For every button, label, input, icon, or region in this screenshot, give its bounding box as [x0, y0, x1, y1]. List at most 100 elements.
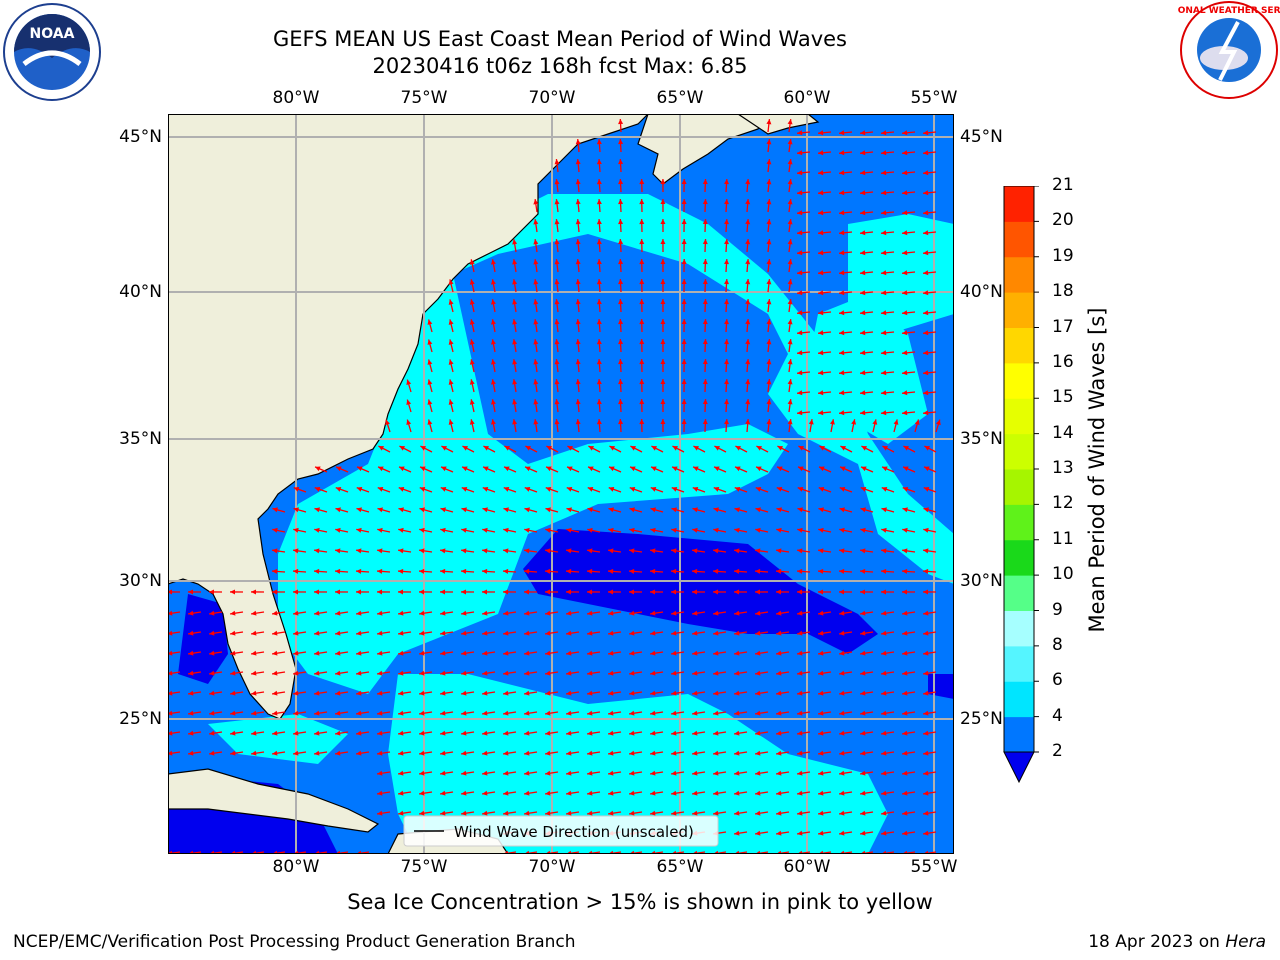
wind-arrowhead	[881, 507, 887, 513]
wind-arrowhead	[588, 446, 595, 451]
wind-arrowhead	[209, 670, 215, 676]
wind-arrowhead	[839, 410, 845, 416]
colorbar-tick-label: 6	[1052, 670, 1063, 691]
wind-arrowhead	[839, 290, 845, 296]
wind-arrowhead	[839, 190, 845, 196]
wind-arrowhead	[881, 270, 887, 276]
wind-arrowhead	[777, 446, 784, 451]
wind-arrowhead	[734, 770, 740, 776]
wind-arrowhead	[461, 770, 467, 776]
wind-arrowhead	[314, 750, 320, 756]
wind-arrowhead	[314, 610, 320, 616]
wind-arrowhead	[469, 379, 475, 385]
wind-arrowhead	[596, 419, 602, 425]
wind-arrowhead	[671, 527, 677, 533]
wind-arrowhead	[448, 379, 454, 385]
colorbar-band	[1004, 398, 1034, 435]
wind-arrowhead	[902, 790, 908, 796]
wind-arrowhead	[406, 419, 412, 426]
wind-arrowhead	[314, 548, 320, 554]
wind-arrowhead	[776, 670, 782, 676]
wind-arrowhead	[512, 319, 518, 325]
wind-arrowhead	[798, 446, 805, 451]
wind-arrowhead	[482, 610, 488, 616]
wind-arrowhead	[461, 670, 467, 676]
wind-arrowhead	[724, 239, 730, 245]
wind-arrowhead	[660, 399, 666, 405]
wind-arrowhead	[272, 670, 278, 676]
ocean-light-region-4	[808, 294, 928, 444]
wind-arrowhead	[818, 486, 825, 492]
wind-arrowhead	[639, 319, 645, 325]
wind-arrowhead	[545, 507, 551, 513]
wind-arrowhead	[660, 379, 666, 385]
wind-arrowhead	[398, 650, 404, 656]
wind-arrowhead	[566, 630, 572, 636]
wind-arrowhead	[651, 446, 658, 451]
wind-arrowhead	[651, 466, 657, 472]
wind-arrowhead	[713, 770, 719, 776]
wind-arrowhead	[923, 210, 929, 216]
wind-arrowhead	[902, 310, 908, 316]
wind-arrowhead	[818, 730, 824, 736]
wind-arrowhead	[440, 750, 446, 756]
wind-arrowhead	[461, 610, 467, 616]
wind-arrowhead	[461, 790, 467, 796]
wind-arrowhead	[482, 690, 488, 696]
wind-arrowhead	[639, 259, 645, 265]
wind-arrowhead	[734, 830, 740, 836]
wind-arrowhead	[524, 610, 530, 616]
wind-arrowhead	[461, 690, 467, 696]
wind-arrowhead	[650, 630, 656, 636]
wind-arrowhead	[462, 446, 469, 451]
wind-arrowhead	[440, 527, 446, 533]
wind-arrowhead	[923, 568, 929, 574]
wind-arrowhead	[251, 610, 257, 616]
wind-arrowhead	[314, 568, 320, 574]
colorbar-band	[1004, 433, 1034, 470]
wind-arrowhead	[639, 299, 645, 305]
wind-arrowhead	[881, 670, 887, 676]
wind-arrowhead	[524, 507, 530, 513]
wind-arrowhead	[713, 548, 719, 554]
wind-arrowhead	[766, 339, 772, 345]
wind-arrowhead	[608, 527, 614, 533]
wind-arrowhead	[660, 319, 666, 325]
wind-arrowhead	[398, 568, 404, 574]
wind-arrowhead	[692, 790, 698, 796]
land-north-america	[168, 114, 649, 720]
wind-arrowhead	[398, 690, 404, 696]
wind-arrowhead	[692, 486, 699, 492]
wind-arrowhead	[681, 379, 687, 385]
wind-arrowhead	[440, 810, 446, 816]
wind-arrowhead	[724, 219, 730, 225]
wind-arrowhead	[504, 446, 511, 451]
wind-arrowhead	[629, 730, 635, 736]
wind-arrowhead	[734, 750, 740, 756]
wind-arrowhead	[608, 810, 614, 816]
wind-arrowhead	[608, 568, 614, 574]
wind-arrowhead	[818, 170, 824, 176]
wind-arrowhead	[724, 319, 730, 325]
wind-arrowhead	[650, 730, 656, 736]
wind-arrowhead	[293, 568, 299, 574]
wind-arrowhead	[618, 359, 624, 365]
wind-arrowhead	[482, 568, 488, 574]
wind-arrowhead	[755, 507, 761, 513]
wind-arrowhead	[745, 419, 751, 425]
wind-arrowhead	[797, 390, 803, 396]
wind-arrowhead	[188, 750, 194, 756]
wind-arrowhead	[713, 790, 719, 796]
wind-arrowhead	[818, 690, 824, 696]
wind-arrowhead	[860, 210, 866, 216]
wind-arrowhead	[839, 750, 845, 756]
wind-arrowhead	[839, 548, 845, 554]
lon-label-bottom: 80°W	[272, 857, 320, 877]
wind-arrowhead	[168, 670, 173, 676]
colorbar-tick-label: 15	[1052, 387, 1074, 408]
wind-arrowhead	[881, 770, 887, 776]
wind-arrowhead	[766, 159, 772, 165]
wind-arrowhead	[448, 359, 454, 365]
wind-arrowhead	[554, 419, 560, 425]
wind-arrowhead	[587, 650, 593, 656]
